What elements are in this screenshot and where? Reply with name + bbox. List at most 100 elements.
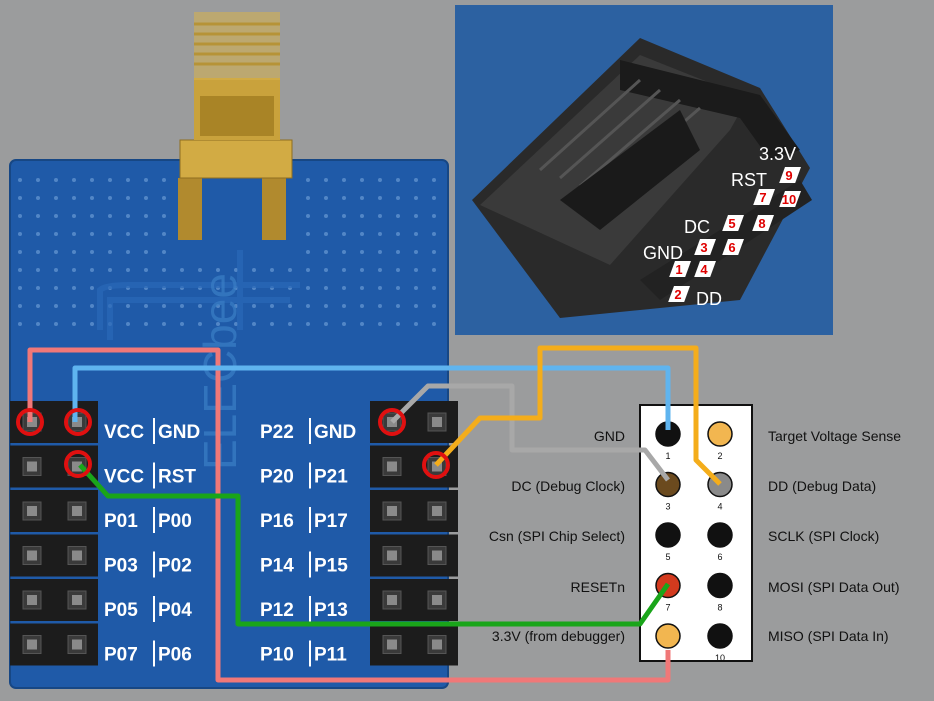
via-dot — [162, 322, 166, 326]
header-pin-tip — [432, 461, 442, 472]
via-dot — [360, 322, 364, 326]
debug-pin-10 — [707, 623, 733, 649]
header-pin-tip — [432, 506, 442, 516]
right-label-4: DD (Debug Data) — [768, 478, 876, 494]
via-dot — [306, 304, 310, 308]
right-label-10: MISO (SPI Data In) — [768, 628, 889, 644]
header-pin-tip — [387, 550, 397, 561]
via-dot — [108, 250, 112, 254]
via-dot — [270, 322, 274, 326]
via-dot — [306, 250, 310, 254]
header-pin-tip — [72, 461, 82, 472]
right-label-6: SCLK (SPI Clock) — [768, 528, 879, 544]
via-dot — [18, 304, 22, 308]
silk-label: VCC — [104, 467, 144, 488]
via-dot — [270, 268, 274, 272]
via-dot — [180, 268, 184, 272]
via-dot — [72, 214, 76, 218]
via-dot — [162, 196, 166, 200]
header-pin-tip — [387, 506, 397, 516]
via-dot — [72, 268, 76, 272]
via-dot — [126, 232, 130, 236]
via-dot — [306, 268, 310, 272]
via-dot — [342, 232, 346, 236]
via-dot — [54, 322, 58, 326]
debug-pin-number-2: 2 — [717, 451, 722, 461]
debug-pin-5 — [655, 522, 681, 548]
silk-label: GND — [158, 422, 200, 443]
debug-pin-6 — [707, 522, 733, 548]
via-dot — [90, 304, 94, 308]
wire-rst-to-pin7 — [78, 463, 671, 627]
debug-pin-number-7: 7 — [665, 603, 670, 613]
silk-label: P15 — [314, 556, 348, 577]
debug-pin-number-10: 10 — [715, 653, 725, 663]
via-dot — [324, 250, 328, 254]
via-dot — [396, 322, 400, 326]
via-dot — [36, 178, 40, 182]
via-dot — [54, 304, 58, 308]
header-pin-tip — [432, 639, 442, 650]
idc-slot-7 — [753, 189, 776, 205]
via-dot — [288, 322, 292, 326]
silk-label: P21 — [314, 467, 348, 488]
via-dot — [396, 304, 400, 308]
via-dot — [144, 178, 148, 182]
via-dot — [324, 196, 328, 200]
via-dot — [162, 214, 166, 218]
via-dot — [18, 322, 22, 326]
idc-slot-2 — [668, 286, 691, 302]
right-label-2: Target Voltage Sense — [768, 428, 901, 444]
via-dot — [36, 304, 40, 308]
header-pin-tip — [27, 639, 37, 650]
via-dot — [54, 178, 58, 182]
silk-label: P16 — [260, 511, 294, 532]
silk-label: P01 — [104, 511, 138, 532]
right-pin-header — [370, 401, 458, 666]
debug-pin-3 — [655, 471, 681, 498]
header-pin-tip — [72, 506, 82, 516]
via-dot — [306, 214, 310, 218]
via-dot — [360, 196, 364, 200]
header-pin-tip — [432, 417, 442, 427]
silk-label: P22 — [260, 422, 294, 443]
idc-pin-number-7: 7 — [759, 190, 766, 205]
marker-p22 — [378, 408, 406, 436]
via-dot — [342, 268, 346, 272]
via-dot — [144, 196, 148, 200]
via-dot — [378, 304, 382, 308]
idc-pin-number-8: 8 — [758, 216, 765, 231]
via-dot — [54, 286, 58, 290]
via-dot — [306, 286, 310, 290]
via-dot — [396, 268, 400, 272]
via-dot — [414, 232, 418, 236]
wire-gnd-to-pin1 — [72, 365, 671, 430]
via-dot — [72, 322, 76, 326]
via-dot — [396, 232, 400, 236]
highlight-markers — [16, 408, 450, 479]
via-dot — [54, 232, 58, 236]
via-dot — [126, 322, 130, 326]
via-dot — [432, 268, 436, 272]
left-label-5: Csn (SPI Chip Select) — [489, 528, 625, 544]
via-dot — [342, 250, 346, 254]
via-dot — [126, 178, 130, 182]
via-dot — [252, 268, 256, 272]
via-dot — [126, 268, 130, 272]
idc-slot-8 — [752, 215, 775, 231]
via-dot — [324, 214, 328, 218]
marker-rst — [64, 450, 92, 478]
via-dot — [432, 250, 436, 254]
via-dot — [216, 268, 220, 272]
via-dot — [90, 178, 94, 182]
silkscreen-labels: VCC GND VCC RST P01 P00 P03 P02 P05 P04 P07 P06 P22 G… — [104, 418, 356, 667]
debug-pin-8 — [707, 572, 733, 599]
via-dot — [126, 214, 130, 218]
via-dot — [360, 250, 364, 254]
sma-antenna-connector — [178, 12, 293, 240]
silk-label: P07 — [104, 645, 138, 666]
marker-gnd — [64, 408, 92, 436]
via-dot — [270, 304, 274, 308]
idc-slot-5 — [722, 215, 745, 231]
